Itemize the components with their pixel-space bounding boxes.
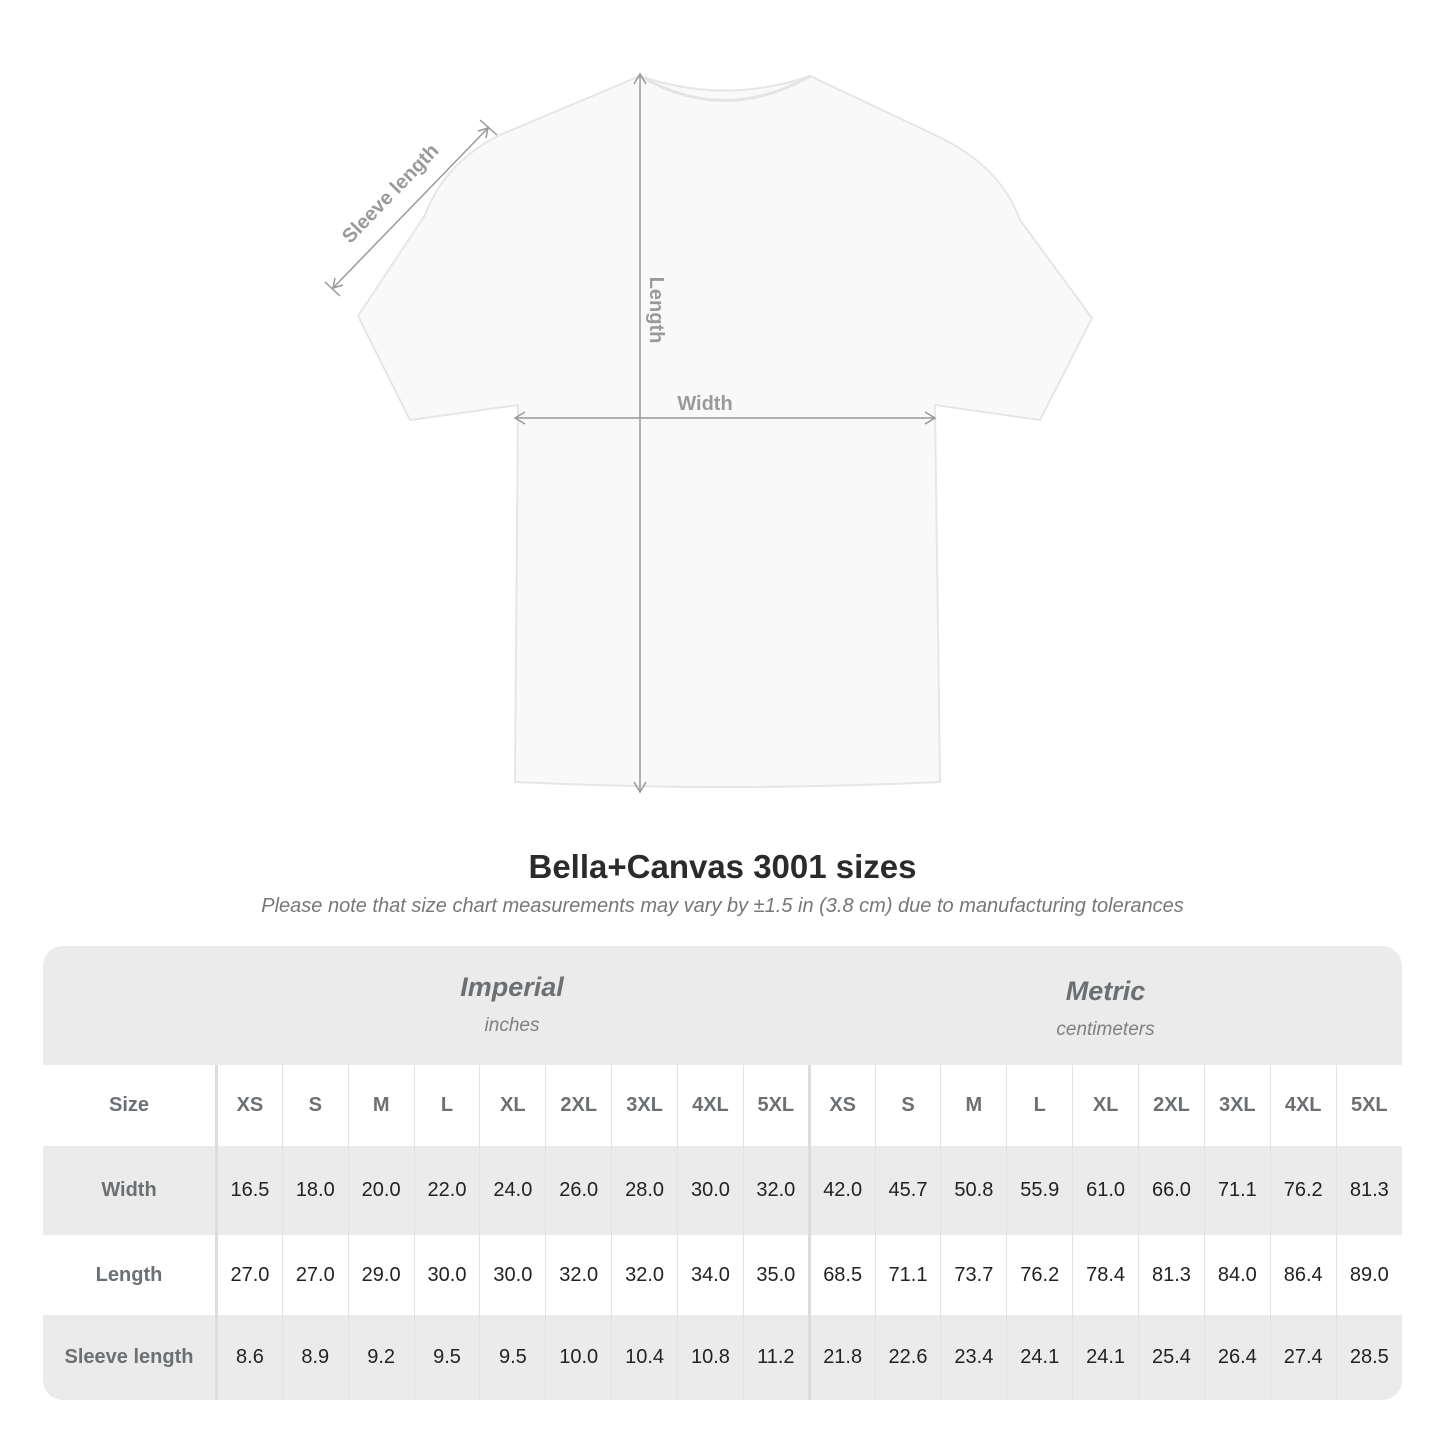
imperial-cell: 27.0	[216, 1235, 283, 1315]
metric-cell: 25.4	[1138, 1315, 1205, 1400]
metric-cell: 86.4	[1269, 1235, 1337, 1315]
metric-cell: 21.8	[807, 1315, 876, 1400]
imperial-cell: 26.0	[545, 1146, 612, 1235]
size-label: Size	[43, 1065, 218, 1146]
width-label: Width	[677, 393, 732, 415]
imperial-cell: 22.0	[413, 1146, 480, 1235]
metric-cell: 28.5	[1335, 1315, 1402, 1400]
size-header-row: Size XS S M L XL 2XL 3XL 4XL 5XL XS S M L XL 2XL 3XL 4XL 5…	[43, 1065, 1402, 1146]
metric-size-header: 5XL	[1335, 1065, 1402, 1146]
metric-header: Metric centimeters	[809, 946, 1402, 1094]
imperial-size-header: XL	[479, 1065, 546, 1146]
imperial-cell: 8.6	[216, 1315, 283, 1400]
metric-cell: 22.6	[874, 1315, 941, 1400]
metric-unit: centimeters	[1056, 1019, 1155, 1040]
imperial-cell: 8.9	[281, 1315, 349, 1400]
imperial-size-header: L	[413, 1065, 480, 1146]
metric-cell: 66.0	[1138, 1146, 1205, 1235]
size-table: Imperial inches Metric centimeters Size X…	[43, 946, 1402, 1400]
chart-title: Bella+Canvas 3001 sizes	[528, 848, 917, 885]
imperial-cell: 10.0	[545, 1315, 612, 1400]
imperial-cell: 18.0	[281, 1146, 349, 1235]
metric-size-header: S	[874, 1065, 941, 1146]
metric-cell: 50.8	[940, 1146, 1007, 1235]
row-label: Length	[43, 1235, 218, 1315]
imperial-title: Imperial	[460, 972, 564, 1002]
tshirt-diagram: Sleeve length Length Width	[324, 72, 1094, 794]
imperial-cell: 10.4	[611, 1315, 678, 1400]
imperial-cell: 32.0	[611, 1235, 678, 1315]
imperial-cell: 9.5	[413, 1315, 480, 1400]
imperial-cell: 11.2	[742, 1315, 810, 1400]
metric-cell: 26.4	[1203, 1315, 1271, 1400]
imperial-cell: 9.5	[479, 1315, 546, 1400]
imperial-cell: 30.0	[479, 1235, 546, 1315]
metric-cell: 68.5	[807, 1235, 876, 1315]
length-label: Length	[645, 277, 667, 344]
metric-size-header: L	[1006, 1065, 1073, 1146]
metric-cell: 45.7	[874, 1146, 941, 1235]
table-row: Width 16.5 18.0 20.0 22.0 24.0 26.0 28.0 30.0 32.…	[43, 1146, 1402, 1235]
imperial-cell: 32.0	[545, 1235, 612, 1315]
imperial-size-header: M	[347, 1065, 415, 1146]
metric-size-header: XS	[807, 1065, 876, 1146]
imperial-cell: 27.0	[281, 1235, 349, 1315]
metric-size-header: M	[940, 1065, 1007, 1146]
table-row: Length 27.0 27.0 29.0 30.0 30.0 32.0 32.0 34.0 35…	[43, 1235, 1402, 1315]
tolerance-note: Please note that size chart measurements…	[261, 895, 1184, 917]
metric-size-header: 2XL	[1138, 1065, 1205, 1146]
imperial-cell: 34.0	[677, 1235, 744, 1315]
row-label: Sleeve length	[43, 1315, 218, 1400]
imperial-cell: 24.0	[479, 1146, 546, 1235]
metric-cell: 81.3	[1335, 1146, 1402, 1235]
metric-title: Metric	[1065, 976, 1146, 1006]
metric-cell: 84.0	[1203, 1235, 1271, 1315]
metric-cell: 42.0	[807, 1146, 876, 1235]
imperial-header: Imperial inches	[215, 946, 809, 1090]
imperial-unit: inches	[484, 1015, 540, 1036]
imperial-cell: 35.0	[742, 1235, 810, 1315]
imperial-size-header: 5XL	[742, 1065, 810, 1146]
row-label: Width	[43, 1146, 218, 1235]
metric-cell: 55.9	[1006, 1146, 1073, 1235]
sleeve-arrow	[332, 127, 489, 289]
imperial-cell: 30.0	[677, 1146, 744, 1235]
imperial-cell: 29.0	[347, 1235, 415, 1315]
imperial-cell: 30.0	[413, 1235, 480, 1315]
metric-cell: 89.0	[1335, 1235, 1402, 1315]
metric-cell: 23.4	[940, 1315, 1007, 1400]
tshirt-shape	[356, 74, 1094, 788]
metric-cell: 24.1	[1072, 1315, 1139, 1400]
imperial-cell: 9.2	[347, 1315, 415, 1400]
metric-size-header: 3XL	[1203, 1065, 1271, 1146]
imperial-cell: 16.5	[216, 1146, 283, 1235]
imperial-size-header: 2XL	[545, 1065, 612, 1146]
metric-cell: 73.7	[940, 1235, 1007, 1315]
imperial-cell: 20.0	[347, 1146, 415, 1235]
metric-cell: 76.2	[1006, 1235, 1073, 1315]
metric-cell: 27.4	[1269, 1315, 1337, 1400]
imperial-size-header: XS	[216, 1065, 283, 1146]
metric-cell: 61.0	[1072, 1146, 1139, 1235]
metric-cell: 76.2	[1269, 1146, 1337, 1235]
metric-size-header: XL	[1072, 1065, 1139, 1146]
imperial-size-header: 4XL	[677, 1065, 744, 1146]
imperial-cell: 32.0	[742, 1146, 810, 1235]
imperial-size-header: S	[281, 1065, 349, 1146]
metric-cell: 71.1	[874, 1235, 941, 1315]
size-grid: Size XS S M L XL 2XL 3XL 4XL 5XL XS S M L XL 2XL 3XL 4XL 5…	[43, 1065, 1402, 1400]
metric-cell: 81.3	[1138, 1235, 1205, 1315]
imperial-size-header: 3XL	[611, 1065, 678, 1146]
table-row: Sleeve length 8.6 8.9 9.2 9.5 9.5 10.0 10.4 10.8…	[43, 1315, 1402, 1400]
imperial-cell: 10.8	[677, 1315, 744, 1400]
metric-size-header: 4XL	[1269, 1065, 1337, 1146]
metric-cell: 24.1	[1006, 1315, 1073, 1400]
metric-cell: 78.4	[1072, 1235, 1139, 1315]
metric-cell: 71.1	[1203, 1146, 1271, 1235]
imperial-cell: 28.0	[611, 1146, 678, 1235]
